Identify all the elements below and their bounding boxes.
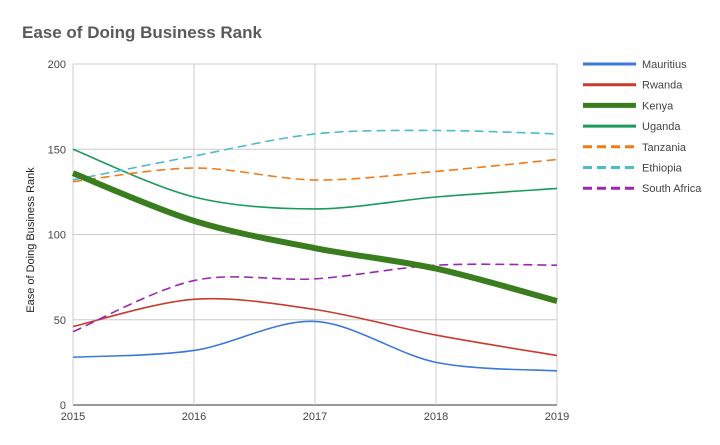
x-axis-ticks: 2015 2016 2017 2018 2019 [61,411,569,423]
x-tick-label: 2019 [545,411,569,423]
legend-label-mauritius: Mauritius [642,59,687,71]
series-line-south-africa [72,263,558,333]
legend-label-uganda: Uganda [642,121,681,133]
series-line-ethiopia [72,129,558,181]
y-tick-label: 150 [48,144,66,156]
chart-title: Ease of Doing Business Rank [22,23,262,42]
y-axis-label: Ease of Doing Business Rank [25,167,37,313]
x-tick-label: 2018 [424,411,448,423]
legend-label-ethiopia: Ethiopia [642,163,683,175]
series-line-tanzania [72,158,558,183]
legend-label-rwanda: Rwanda [642,80,683,92]
series-line-uganda [72,148,558,210]
series-lines [71,129,558,372]
y-tick-label: 50 [54,315,66,327]
x-tick-label: 2016 [182,411,206,423]
series-line-mauritius [72,320,558,372]
y-tick-label: 0 [60,400,66,412]
grid [72,63,558,406]
series-line-kenya [71,170,558,304]
legend: Mauritius Rwanda Kenya Uganda Tanzania Ethiop… [583,59,702,195]
legend-label-kenya: Kenya [642,100,674,112]
y-axis-ticks: 0 50 100 150 200 [48,59,66,412]
x-tick-label: 2015 [61,411,85,423]
legend-label-tanzania: Tanzania [642,142,687,154]
x-tick-label: 2017 [303,411,327,423]
legend-label-south-africa: South Africa [642,183,702,195]
series-line-rwanda [72,297,558,357]
y-tick-label: 200 [48,59,66,71]
y-tick-label: 100 [48,230,66,242]
